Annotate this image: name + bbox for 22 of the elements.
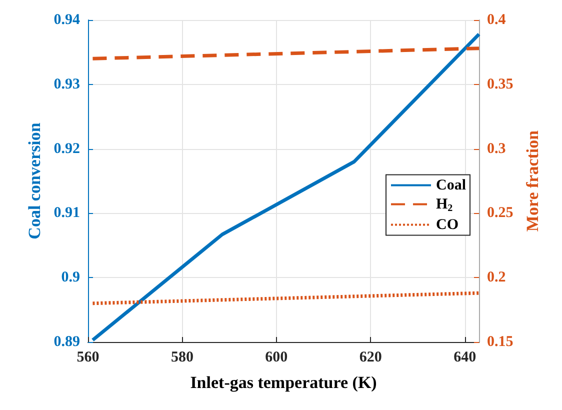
y-tick-label: 0.94 — [54, 12, 80, 28]
legend-label: CO — [436, 216, 458, 233]
x-tick-label: 640 — [454, 350, 476, 366]
x-axis-title: Inlet-gas temperature (K) — [190, 373, 377, 392]
y2-axis-title: More fraction — [523, 130, 542, 232]
x-tick-label: 580 — [170, 350, 194, 366]
y-tick-label: 0.91 — [54, 205, 80, 222]
x-tick-label: 560 — [76, 350, 100, 366]
x-tick-label: 600 — [265, 350, 288, 366]
y-axis-title: Coal conversion — [24, 122, 44, 240]
legend-label: Coal — [436, 177, 466, 194]
y-tick-label: 0.9 — [61, 270, 80, 286]
y2-tick-label: 0.3 — [487, 140, 506, 157]
y2-tick-label: 0.25 — [487, 205, 514, 222]
y-tick-label: 0.92 — [54, 140, 80, 157]
x-tick-label: 620 — [359, 350, 382, 366]
y2-tick-label: 0.2 — [487, 270, 506, 286]
y-tick-label: 0.89 — [54, 334, 80, 350]
y-tick-label: 0.93 — [54, 76, 80, 92]
y2-tick-label: 0.35 — [487, 76, 514, 92]
y2-tick-label: 0.15 — [487, 334, 514, 350]
y2-tick-label: 0.4 — [487, 12, 506, 28]
